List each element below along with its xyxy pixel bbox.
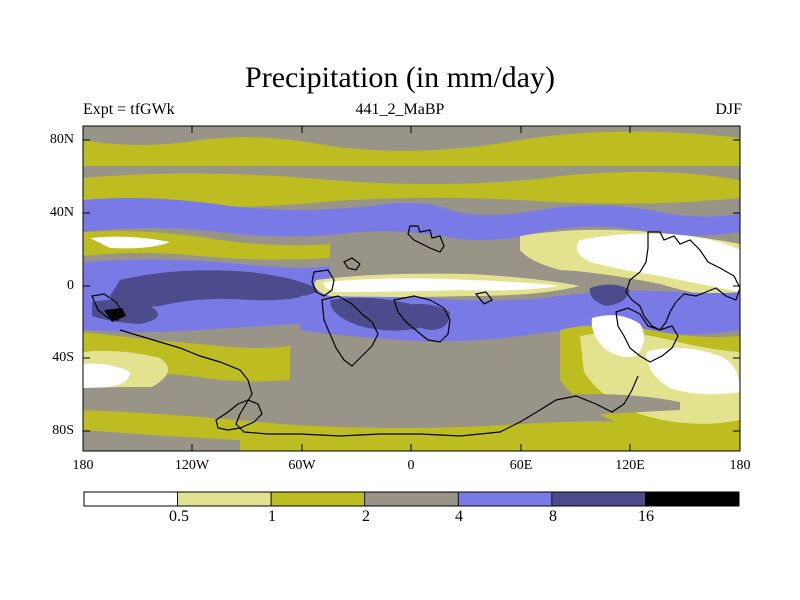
colorbar-label-16: 16: [638, 508, 654, 525]
dry-australia: [591, 315, 645, 357]
lat-label-80s: 80S: [52, 423, 74, 438]
band-equator-pacific-8to16: [110, 270, 320, 307]
band-arctic-2to4: [83, 126, 740, 151]
coastline-antarctica: [119, 329, 639, 437]
period-label: 441_2_MaBP: [355, 101, 445, 118]
coastlines: [91, 225, 740, 437]
lat-label-40n: 40N: [49, 205, 74, 220]
coastline-europe: [407, 225, 445, 253]
dry-s-pacific: [83, 363, 130, 388]
lon-label-120e: 120E: [615, 458, 645, 473]
colorbar-box-6: [645, 491, 740, 507]
colorbar-box-0: [83, 491, 178, 507]
map-ticks: [83, 126, 740, 451]
coastline-antarctic-peninsula: [215, 399, 263, 431]
coastline-australia: [615, 307, 679, 363]
coastline-central-america: [311, 269, 335, 297]
band-antarctic-2to4: [83, 430, 240, 451]
dry-s-indian: [646, 347, 740, 395]
coastline-pacific-islands: [91, 293, 123, 321]
coastline-caribbean: [343, 257, 361, 271]
colorbar-frame: [83, 491, 740, 507]
colorbar-label-2: 2: [362, 508, 370, 525]
lon-label-60e: 60E: [509, 458, 533, 473]
wet-south-atlantic: [400, 304, 450, 330]
colorbar-box-5: [551, 491, 646, 507]
lon-label-120w: 120W: [174, 458, 210, 473]
lon-label-180-east: 180: [729, 458, 751, 473]
lat-label-equator: 0: [67, 278, 74, 293]
experiment-label: Expt = tfGWk: [83, 101, 175, 118]
dry-itcz-stripe: [323, 278, 560, 292]
coastline-africa: [393, 295, 451, 343]
lat-label-80n: 80N: [49, 132, 74, 147]
coastline-south-america: [321, 295, 379, 367]
colorbar-label-1: 1: [268, 508, 276, 525]
band-southern-ocean-2to4: [83, 387, 680, 422]
colorbar-box-4: [457, 491, 553, 507]
band-antarctic-1to2: [83, 410, 740, 451]
lon-label-0: 0: [407, 458, 415, 473]
coastline-madagascar: [474, 291, 493, 305]
dry-asia: [576, 233, 740, 292]
colorbar-label-0.5: 0.5: [169, 508, 189, 525]
lon-label-180-west: 180: [72, 458, 94, 473]
very-wet-core: [104, 308, 126, 322]
band-midlat-1to2: [83, 171, 740, 208]
colorbar-label-8: 8: [549, 508, 557, 525]
lon-label-60w: 60W: [288, 458, 316, 473]
band-storm-track-4to8: [83, 198, 740, 241]
dry-n-pacific: [90, 236, 170, 249]
colorbar-boxes: [83, 491, 740, 507]
colorbar-box-1: [177, 491, 272, 507]
colorbar-box-3: [364, 491, 459, 507]
colorbar-box-2: [270, 491, 366, 507]
plot-title: Precipitation (in mm/day): [245, 61, 555, 94]
wet-indian-ocean: [589, 284, 630, 306]
coastline-asia: [625, 231, 740, 331]
lat-label-40s: 40S: [52, 350, 74, 365]
colorbar-label-4: 4: [455, 508, 463, 525]
season-label: DJF: [715, 101, 742, 118]
